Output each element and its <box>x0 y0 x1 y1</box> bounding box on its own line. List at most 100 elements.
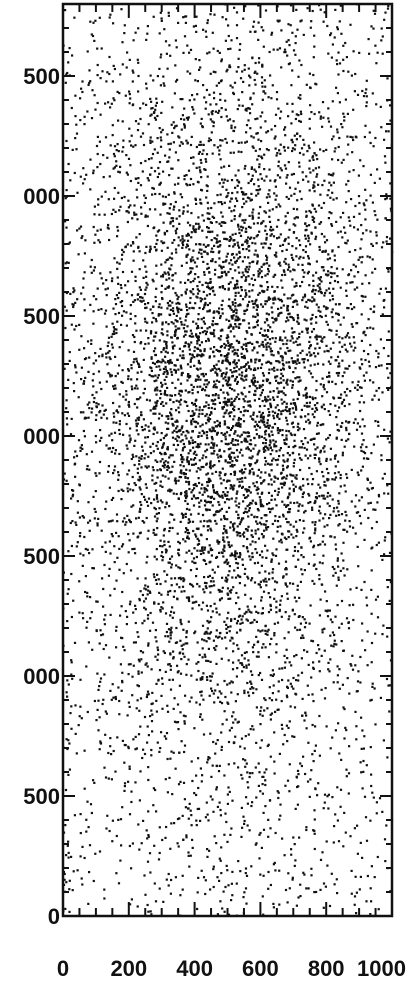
scatter-point <box>284 126 287 129</box>
scatter-point <box>214 71 217 74</box>
scatter-point <box>306 331 309 334</box>
scatter-point <box>256 424 260 428</box>
scatter-point <box>139 650 142 653</box>
scatter-point <box>104 408 107 411</box>
scatter-point <box>233 522 236 525</box>
scatter-point <box>217 501 220 504</box>
scatter-point <box>112 330 115 333</box>
scatter-point <box>227 448 230 451</box>
scatter-point <box>314 235 318 238</box>
scatter-point <box>236 241 239 244</box>
scatter-point <box>277 487 280 490</box>
scatter-point <box>271 568 275 571</box>
scatter-point <box>155 234 158 237</box>
scatter-point <box>317 183 320 186</box>
scatter-point <box>175 7 179 10</box>
scatter-point <box>80 236 83 240</box>
scatter-point <box>288 493 291 496</box>
scatter-point <box>180 427 183 430</box>
scatter-point <box>218 449 221 452</box>
scatter-point <box>121 253 124 256</box>
scatter-point <box>226 494 229 497</box>
scatter-point <box>194 379 197 382</box>
scatter-point <box>90 339 93 342</box>
scatter-point <box>200 487 203 490</box>
scatter-point <box>173 344 176 347</box>
scatter-point <box>377 387 381 390</box>
scatter-point <box>189 296 192 300</box>
scatter-point <box>198 143 201 146</box>
scatter-point <box>123 649 126 652</box>
scatter-point <box>202 307 205 311</box>
scatter-point <box>247 225 251 228</box>
scatter-point <box>276 387 279 390</box>
scatter-point <box>238 341 241 344</box>
scatter-point <box>200 326 203 329</box>
scatter-point <box>163 271 166 274</box>
scatter-point <box>177 182 180 185</box>
scatter-point <box>150 709 153 712</box>
scatter-point <box>262 418 265 421</box>
scatter-point <box>342 69 345 73</box>
scatter-point <box>198 481 201 485</box>
scatter-point <box>235 279 239 282</box>
scatter-point <box>183 400 186 403</box>
scatter-point <box>163 466 166 469</box>
scatter-point <box>156 386 159 389</box>
scatter-point <box>272 228 275 231</box>
scatter-point <box>309 372 313 375</box>
scatter-point <box>211 548 214 551</box>
scatter-point <box>322 305 326 308</box>
scatter-point <box>329 458 332 461</box>
scatter-point <box>152 412 155 415</box>
scatter-point <box>220 60 223 63</box>
scatter-point <box>232 451 235 455</box>
scatter-point <box>205 501 208 504</box>
scatter-point <box>185 527 188 530</box>
scatter-point <box>169 411 172 414</box>
scatter-point <box>371 92 374 95</box>
scatter-point <box>243 572 246 575</box>
scatter-point <box>253 376 256 379</box>
scatter-point <box>346 112 349 115</box>
scatter-point <box>85 173 88 176</box>
scatter-point <box>70 323 73 326</box>
scatter-point <box>212 125 215 128</box>
scatter-point <box>203 322 206 325</box>
scatter-point <box>361 443 364 446</box>
scatter-point <box>345 617 349 620</box>
scatter-point <box>324 241 327 244</box>
scatter-point <box>169 304 172 307</box>
scatter-point <box>300 440 303 443</box>
scatter-point <box>387 376 390 379</box>
scatter-point <box>233 399 236 402</box>
scatter-point <box>213 273 217 276</box>
scatter-point <box>221 359 224 362</box>
scatter-point <box>185 255 188 258</box>
scatter-point <box>281 477 284 480</box>
scatter-point <box>253 379 256 382</box>
scatter-point <box>251 260 254 264</box>
scatter-point <box>192 280 195 283</box>
scatter-point <box>246 400 249 403</box>
scatter-point <box>240 374 244 377</box>
scatter-point <box>212 399 215 402</box>
scatter-point <box>195 408 198 411</box>
scatter-point <box>315 408 319 411</box>
scatter-point <box>318 278 322 281</box>
scatter-point <box>353 361 356 364</box>
scatter-point <box>295 8 298 11</box>
scatter-point <box>99 113 102 116</box>
scatter-point <box>152 15 155 18</box>
scatter-point <box>298 453 301 456</box>
scatter-point <box>358 366 361 369</box>
scatter-point <box>172 309 175 313</box>
scatter-point <box>75 454 79 458</box>
scatter-point <box>200 255 204 258</box>
scatter-point <box>213 449 216 453</box>
scatter-point <box>346 239 349 242</box>
scatter-point <box>163 233 166 236</box>
scatter-point <box>302 361 305 364</box>
scatter-point <box>300 657 303 660</box>
scatter-point <box>318 648 321 651</box>
